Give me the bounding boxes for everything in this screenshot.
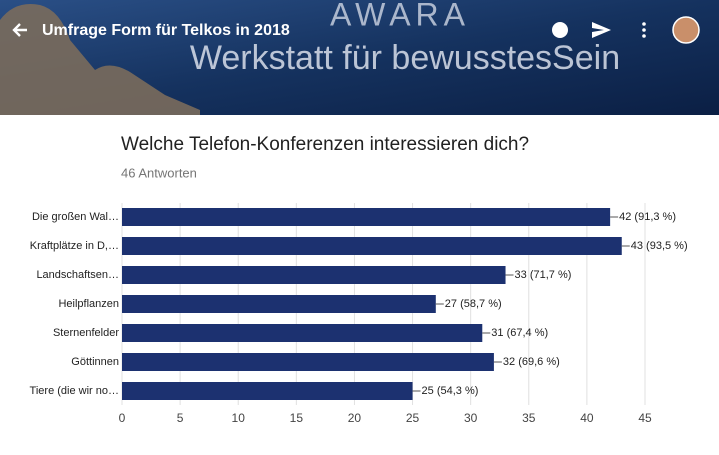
more-icon[interactable] (642, 22, 646, 38)
x-tick-label: 0 (119, 411, 126, 425)
y-tick-label: Landschaftsen… (36, 269, 119, 281)
chart-title: Welche Telefon-Konferenzen interessieren… (121, 134, 529, 155)
chart-subtitle: 46 Antworten (121, 165, 197, 180)
y-tick-label: Tiere (die wir no… (30, 385, 119, 397)
x-tick-label: 35 (522, 411, 536, 425)
bar (122, 208, 611, 226)
x-tick-label: 20 (348, 411, 362, 425)
y-tick-label: Göttinnen (71, 356, 119, 368)
y-tick-label: Kraftplätze in D,… (30, 240, 119, 252)
x-tick-label: 45 (638, 411, 652, 425)
value-label: 31 (67,4 %) (491, 327, 548, 339)
header: AWARA Werkstatt für bewusstesSein Umfrag… (0, 0, 719, 115)
x-tick-label: 5 (177, 411, 184, 425)
avatar[interactable] (672, 16, 700, 44)
y-tick-label: Die großen Wal… (32, 211, 119, 223)
x-tick-label: 30 (464, 411, 478, 425)
value-label: 27 (58,7 %) (445, 298, 502, 310)
y-tick-label: Sternenfelder (53, 327, 119, 339)
bar (122, 266, 506, 284)
value-label: 43 (93,5 %) (631, 240, 688, 252)
bar (122, 324, 483, 342)
x-tick-label: 40 (580, 411, 594, 425)
bar (122, 353, 494, 371)
bar (122, 382, 413, 400)
send-icon[interactable] (592, 22, 611, 38)
value-label: 32 (69,6 %) (503, 356, 560, 368)
x-tick-label: 15 (290, 411, 304, 425)
form-title: Umfrage Form für Telkos in 2018 (42, 22, 290, 39)
value-label: 33 (71,7 %) (515, 269, 572, 281)
x-tick-label: 10 (232, 411, 246, 425)
x-tick-label: 25 (406, 411, 420, 425)
value-label: 25 (54,3 %) (422, 385, 479, 397)
banner-top: AWARA (330, 0, 470, 32)
chart: 0 5 10 15 20 25 30 35 40 45 Die großen Wal… 42 (91,… (30, 203, 688, 425)
value-label: 42 (91,3 %) (619, 211, 676, 223)
y-tick-label: Heilpflanzen (58, 298, 119, 310)
bar (122, 237, 622, 255)
palette-icon[interactable] (552, 22, 568, 38)
back-button[interactable] (12, 23, 27, 37)
rock (0, 4, 200, 115)
bar (122, 295, 436, 313)
banner-bottom: Werkstatt für bewusstesSein (190, 39, 620, 77)
